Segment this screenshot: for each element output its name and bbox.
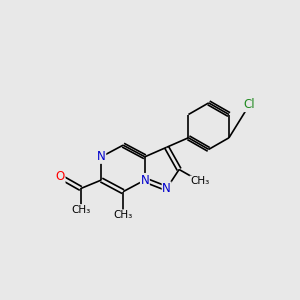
Text: N: N <box>97 150 106 163</box>
Text: Cl: Cl <box>244 98 255 112</box>
Text: N: N <box>140 173 149 187</box>
Text: CH₃: CH₃ <box>190 176 209 186</box>
Text: N: N <box>162 182 171 195</box>
Text: O: O <box>56 170 65 183</box>
Text: CH₃: CH₃ <box>71 205 91 214</box>
Text: CH₃: CH₃ <box>113 210 133 220</box>
